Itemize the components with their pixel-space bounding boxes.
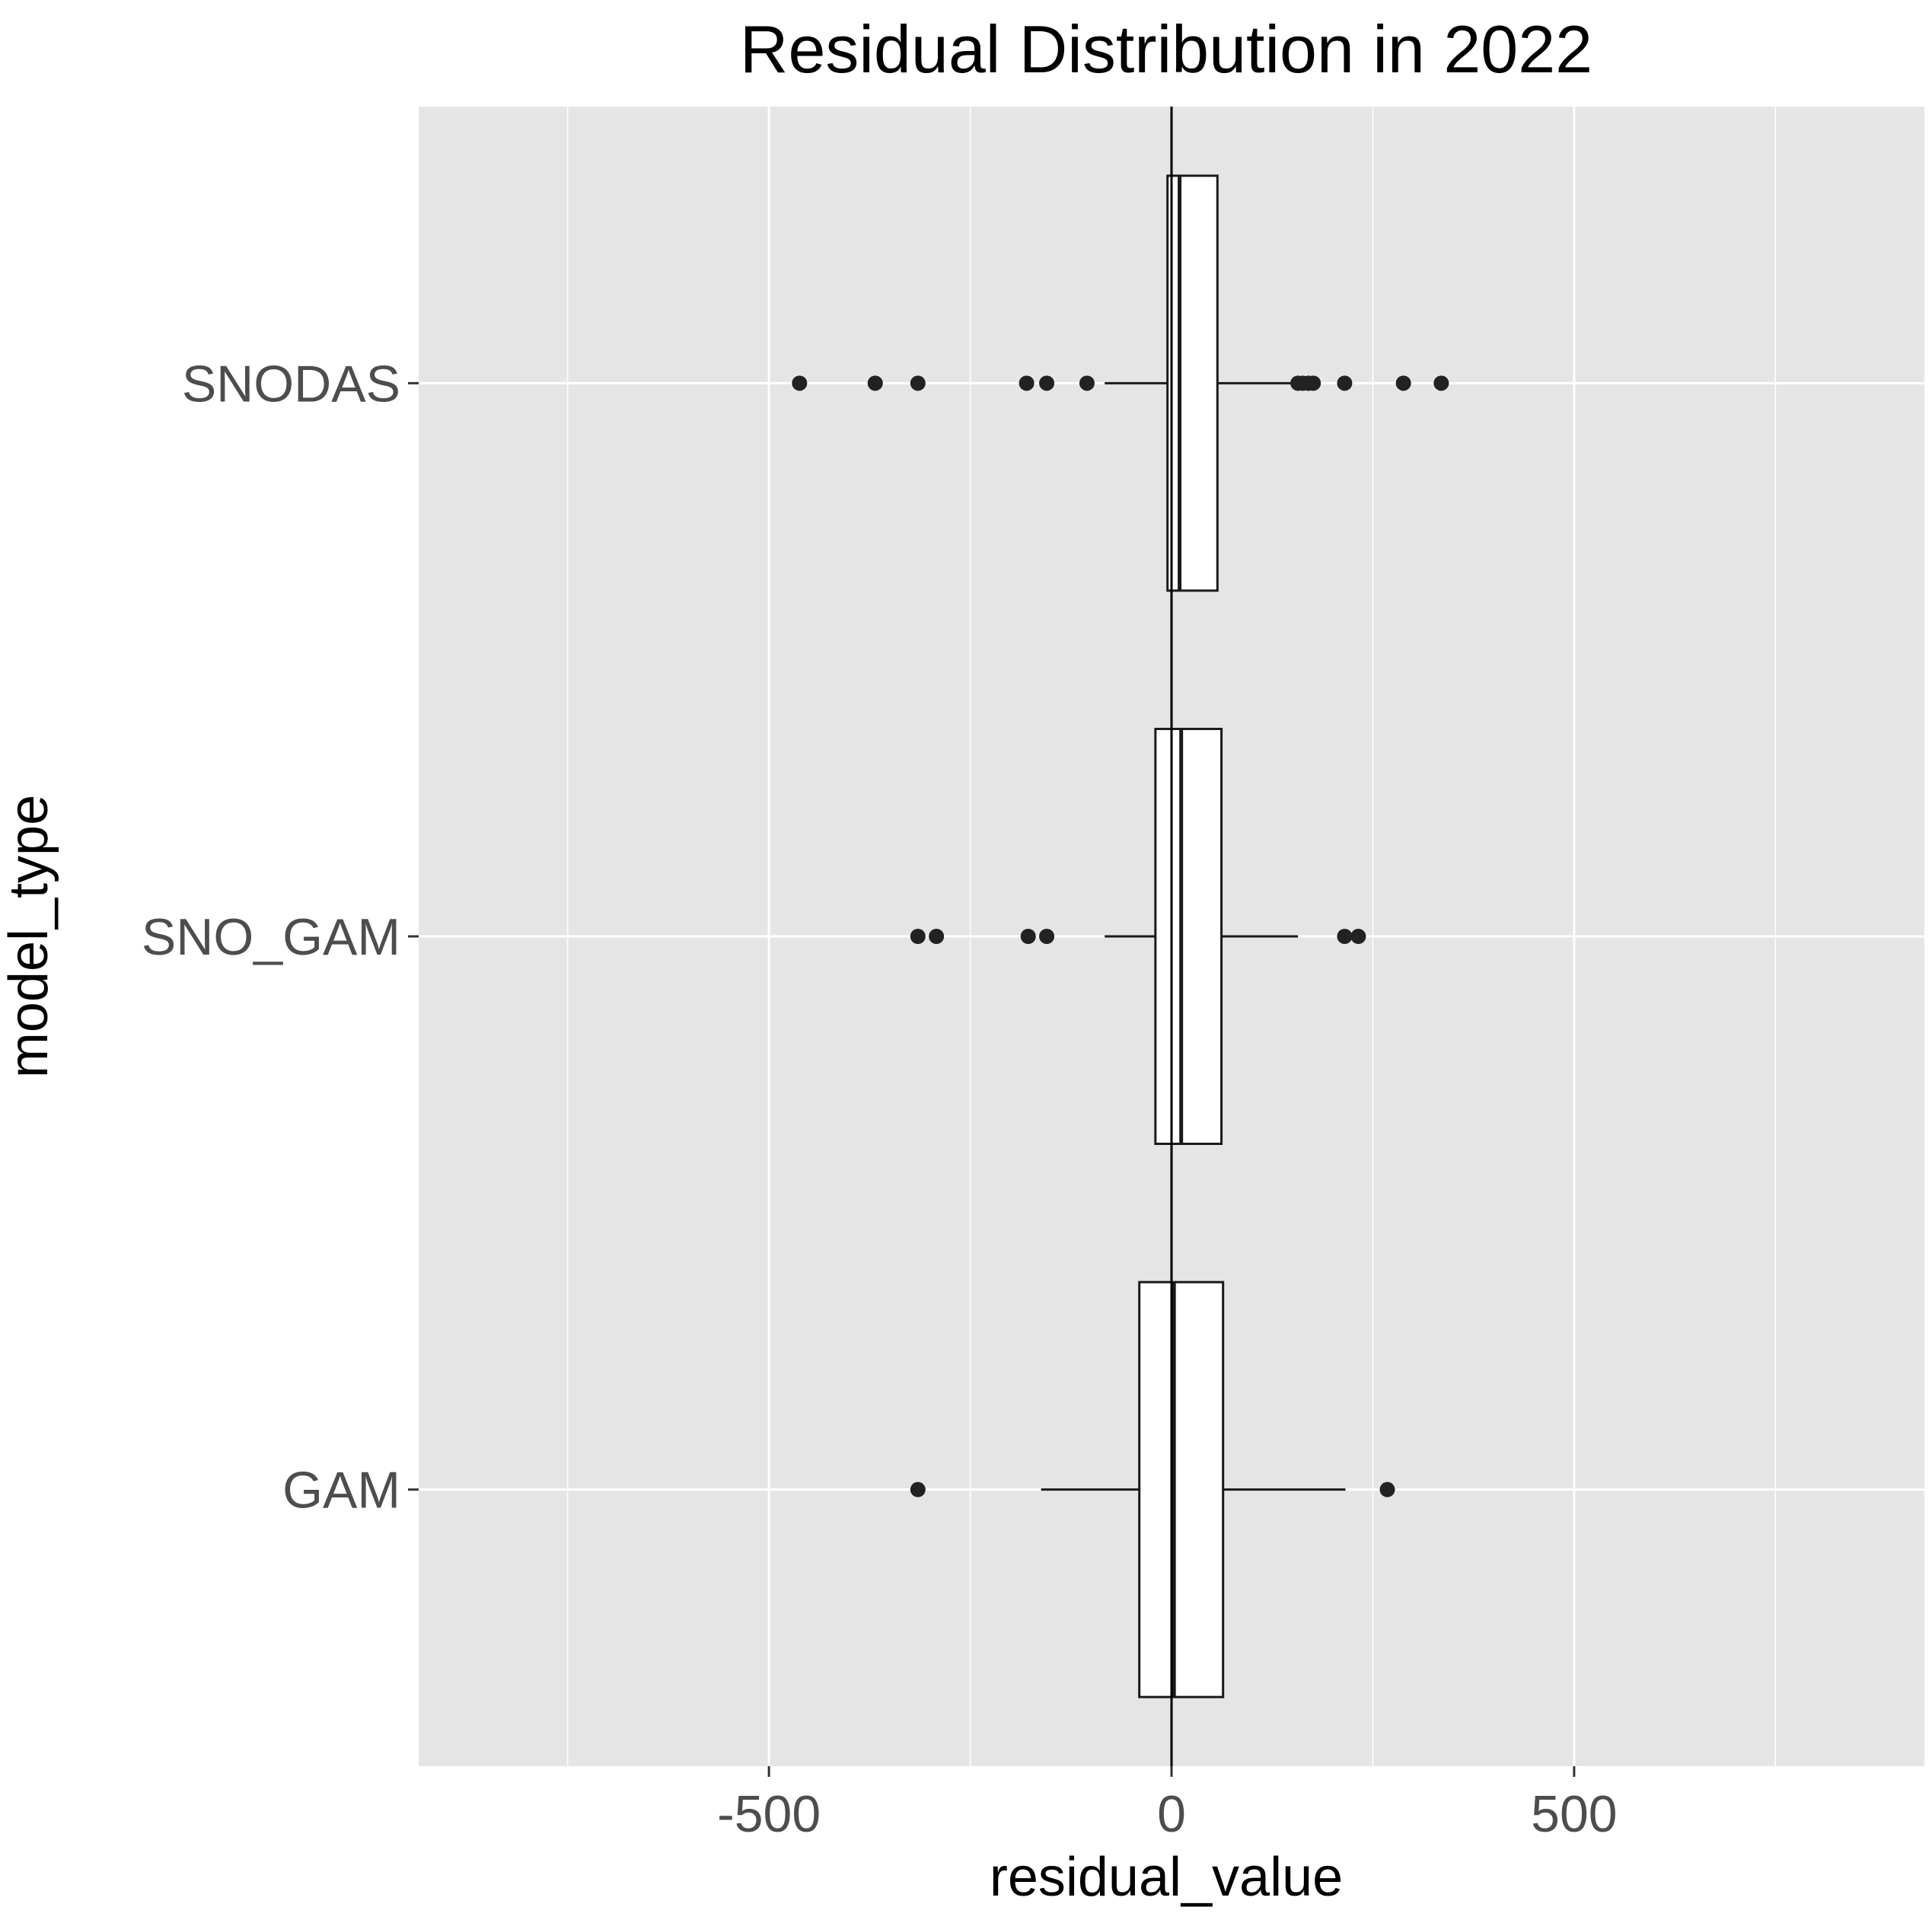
- y-axis-title: model_type: [0, 795, 59, 1078]
- chart-title: Residual Distribution in 2022: [740, 11, 1592, 87]
- y-axis: SNODAS SNO_GAM GAM: [142, 355, 419, 1520]
- y-tick-label: SNO_GAM: [142, 908, 400, 966]
- outlier-point: [910, 1481, 926, 1497]
- outlier-point: [910, 375, 926, 391]
- outlier-point: [1379, 1481, 1395, 1497]
- boxplot-series: [1041, 174, 1346, 1698]
- outlier-point: [1350, 929, 1366, 944]
- outlier-point: [1337, 929, 1353, 944]
- y-tick-label: SNODAS: [182, 355, 400, 413]
- outlier-point: [929, 929, 945, 944]
- x-axis-title: residual_value: [990, 1847, 1343, 1908]
- box-iqr: [1166, 174, 1219, 592]
- outlier-point: [1019, 375, 1035, 391]
- box-group-sno-gam: [1105, 728, 1299, 1145]
- box-group-gam: [1041, 1280, 1346, 1698]
- x-tick-label: -500: [717, 1785, 821, 1843]
- outlier-point: [1306, 375, 1321, 391]
- outlier-point: [1079, 375, 1095, 391]
- outlier-point: [910, 929, 926, 944]
- box-group-snodas: [1105, 174, 1291, 592]
- outlier-points: [792, 375, 1449, 1497]
- box-iqr: [1154, 728, 1223, 1145]
- box-iqr: [1138, 1280, 1225, 1698]
- y-tick-label: GAM: [282, 1462, 400, 1520]
- x-axis: -500 0 500: [717, 1766, 1618, 1843]
- outlier-point: [1039, 929, 1055, 944]
- outlier-point: [1020, 929, 1036, 944]
- x-tick-label: 500: [1531, 1785, 1617, 1843]
- x-tick-label: 0: [1157, 1785, 1186, 1843]
- outlier-point: [792, 375, 808, 391]
- outlier-point: [1395, 375, 1411, 391]
- outlier-point: [867, 375, 883, 391]
- outlier-point: [1433, 375, 1449, 391]
- outlier-point: [1039, 375, 1055, 391]
- outlier-point: [1337, 375, 1353, 391]
